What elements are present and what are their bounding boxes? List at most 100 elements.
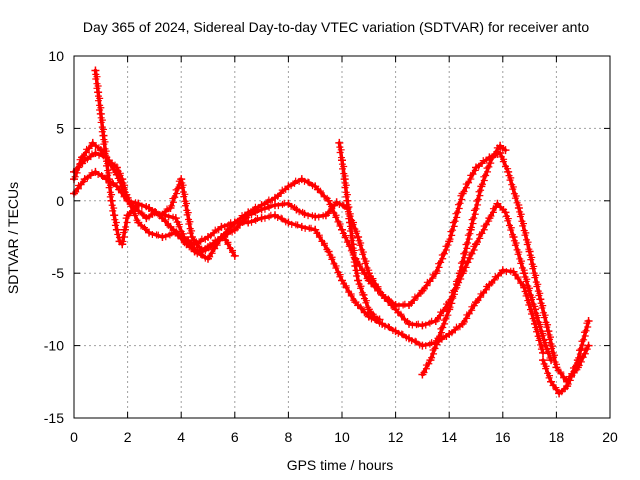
data-marker: [162, 233, 170, 241]
data-marker: [548, 344, 556, 352]
data-point: [311, 225, 320, 234]
data-marker: [390, 303, 398, 311]
data-marker: [456, 272, 464, 280]
data-marker: [201, 235, 209, 243]
data-marker: [267, 201, 275, 209]
data-marker: [356, 241, 364, 249]
data-marker: [542, 339, 550, 347]
data-marker: [341, 172, 349, 180]
data-marker: [531, 302, 539, 310]
data-marker: [470, 302, 478, 310]
data-marker: [485, 217, 493, 225]
data-marker: [171, 193, 179, 201]
data-point: [539, 356, 547, 365]
data-marker: [315, 213, 323, 221]
data-marker: [227, 219, 235, 227]
data-marker: [465, 179, 473, 187]
data-marker: [470, 206, 478, 214]
data-marker: [475, 188, 483, 196]
y-tick-label: -5: [52, 265, 65, 281]
data-marker: [105, 184, 113, 192]
data-point: [354, 276, 363, 285]
data-marker: [456, 323, 464, 331]
data-marker: [313, 186, 321, 194]
data-marker: [568, 371, 576, 379]
data-marker: [500, 205, 508, 213]
data-marker: [469, 220, 477, 228]
data-marker: [359, 250, 367, 258]
data-marker: [457, 192, 465, 200]
data-marker: [444, 241, 452, 249]
data-marker: [546, 354, 554, 362]
data-marker: [491, 273, 499, 281]
data-marker: [174, 230, 182, 238]
data-point: [91, 149, 100, 158]
data-marker: [446, 303, 454, 311]
data-marker: [277, 189, 285, 197]
data-point: [472, 298, 480, 307]
x-axis-label: GPS time / hours: [287, 457, 394, 473]
data-marker: [354, 301, 362, 309]
data-marker: [442, 315, 450, 323]
data-marker: [451, 285, 459, 293]
data-marker: [483, 156, 491, 164]
data-marker: [509, 231, 517, 239]
data-marker: [384, 323, 392, 331]
data-marker: [540, 314, 548, 322]
data-marker: [119, 237, 127, 245]
data-marker: [384, 297, 392, 305]
data-marker: [411, 337, 419, 345]
data-marker: [474, 196, 482, 204]
data-point: [351, 261, 360, 270]
data-marker: [511, 194, 519, 202]
data-marker: [582, 327, 590, 335]
data-marker: [234, 219, 242, 227]
data-marker: [456, 199, 464, 207]
data-marker: [385, 323, 393, 331]
data-marker: [350, 258, 358, 266]
data-marker: [443, 307, 451, 315]
data-marker: [268, 196, 276, 204]
data-marker: [483, 282, 491, 290]
data-point: [324, 247, 333, 256]
y-axis-label: SDTVAR / TECUs: [5, 182, 21, 294]
data-marker: [448, 299, 456, 307]
data-marker: [466, 230, 474, 238]
data-marker: [398, 330, 406, 338]
data-marker: [420, 368, 428, 376]
data-point: [354, 233, 363, 241]
data-point: [145, 228, 154, 237]
data-marker: [224, 240, 232, 248]
data-marker: [517, 259, 525, 267]
data-marker: [389, 326, 397, 334]
data-marker: [152, 209, 160, 217]
data-marker: [410, 296, 418, 304]
data-marker: [546, 335, 554, 343]
data-marker: [395, 302, 403, 310]
data-marker: [363, 275, 371, 283]
data-marker: [339, 165, 347, 173]
data-marker: [280, 199, 288, 207]
data-point: [297, 222, 306, 231]
data-marker: [476, 192, 484, 200]
data-marker: [274, 202, 282, 210]
data-marker: [564, 380, 572, 388]
data-marker: [294, 221, 302, 229]
series-track-4: [91, 66, 239, 260]
data-marker: [361, 270, 369, 278]
data-marker: [468, 250, 476, 258]
data-marker: [79, 159, 87, 167]
y-tick-label: -15: [44, 410, 64, 426]
data-marker: [138, 202, 146, 210]
data-marker: [529, 265, 537, 273]
data-marker: [349, 249, 357, 257]
chart-title: Day 365 of 2024, Sidereal Day-to-day VTE…: [83, 19, 590, 35]
data-marker: [453, 213, 461, 221]
data-marker: [499, 145, 507, 153]
data-marker: [462, 240, 470, 248]
data-marker: [507, 226, 515, 234]
data-marker: [126, 210, 134, 218]
data-marker: [433, 337, 441, 345]
data-marker: [436, 332, 444, 340]
plot-area: [70, 66, 593, 398]
